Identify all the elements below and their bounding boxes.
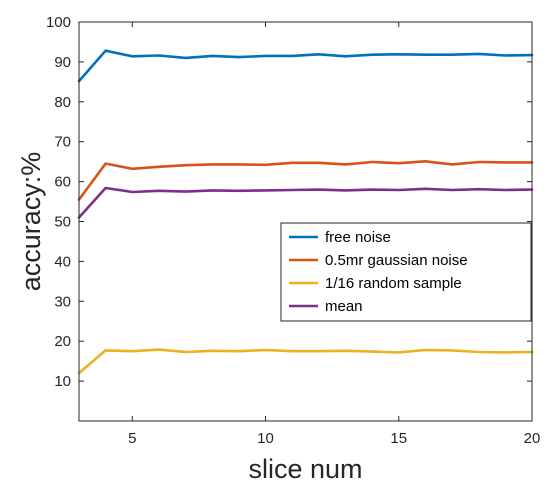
x-tick-label: 15 [390,430,407,447]
series-line-mean [77,186,534,219]
legend-box [280,222,532,322]
series-layer [77,49,534,375]
y-tick-label: 100 [46,14,71,31]
y-tick-label: 60 [54,174,71,191]
series-line-0-5mr-gaussian-noise [77,160,534,201]
x-tick-label: 20 [524,430,541,447]
legend-label: free noise [325,229,391,246]
y-tick-label: 70 [54,134,71,151]
legend: free noise 0.5mr gaussian noise 1/16 rando… [280,222,532,322]
y-tick-label: 90 [54,54,71,71]
legend-label: 0.5mr gaussian noise [325,252,468,269]
ticks-layer: 5 10 15 20 10 20 30 40 50 60 70 80 90 100 [46,14,540,447]
y-tick-label: 30 [54,293,71,310]
y-tick-label: 40 [54,253,71,270]
y-tick-label: 20 [54,333,71,350]
x-axis-title: slice num [248,454,362,484]
legend-label: 1/16 random sample [325,275,462,292]
legend-label: mean [325,298,363,315]
y-axis-title: accuracy:% [16,152,46,292]
y-tick-label: 10 [54,373,71,390]
series-line-1-16-random-sample [77,348,534,375]
plot-frame [78,21,533,422]
series-line-free-noise [77,49,534,83]
y-tick-label: 80 [54,94,71,111]
y-tick-label: 50 [54,214,71,231]
x-tick-label: 10 [257,430,274,447]
x-tick-label: 5 [128,430,136,447]
